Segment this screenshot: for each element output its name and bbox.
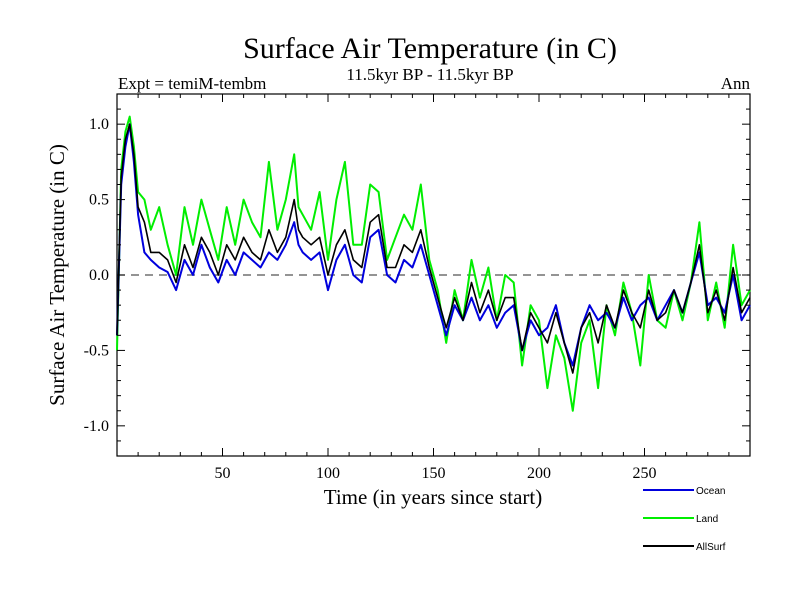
y-tick-label: 0.0 (89, 267, 109, 284)
season-label: Ann (721, 74, 751, 93)
legend-label-allsurf: AllSurf (696, 542, 726, 553)
y-tick-label: -1.0 (84, 418, 109, 435)
plot-content (116, 115, 751, 412)
legend: Ocean Land AllSurf (643, 486, 726, 553)
x-axis-label: Time (in years since start) (324, 485, 543, 509)
x-tick-label: 50 (215, 465, 231, 482)
y-tick-label: 0.5 (89, 192, 109, 209)
y-axis-label: Surface Air Temperature (in C) (45, 144, 69, 406)
series-line-ocean (116, 123, 751, 367)
axes: 50 100 150 200 250 -1.0 -0.5 0.0 0.5 1.0 (84, 94, 750, 482)
series-line-allsurf (116, 123, 751, 374)
x-tick-label: 100 (316, 465, 340, 482)
chart-subtitle: 11.5kyr BP - 11.5kyr BP (346, 65, 513, 84)
chart-title: Surface Air Temperature (in C) (243, 32, 617, 65)
legend-label-ocean: Ocean (696, 486, 725, 497)
y-tick-label: 1.0 (89, 116, 109, 133)
x-tick-label: 200 (527, 465, 551, 482)
x-tick-label: 150 (422, 465, 446, 482)
y-tick-label: -0.5 (84, 342, 109, 359)
legend-label-land: Land (696, 514, 718, 525)
expt-label: Expt = temiM-tembm (118, 74, 266, 93)
series-line-land (116, 115, 751, 412)
x-tick-label: 250 (633, 465, 657, 482)
